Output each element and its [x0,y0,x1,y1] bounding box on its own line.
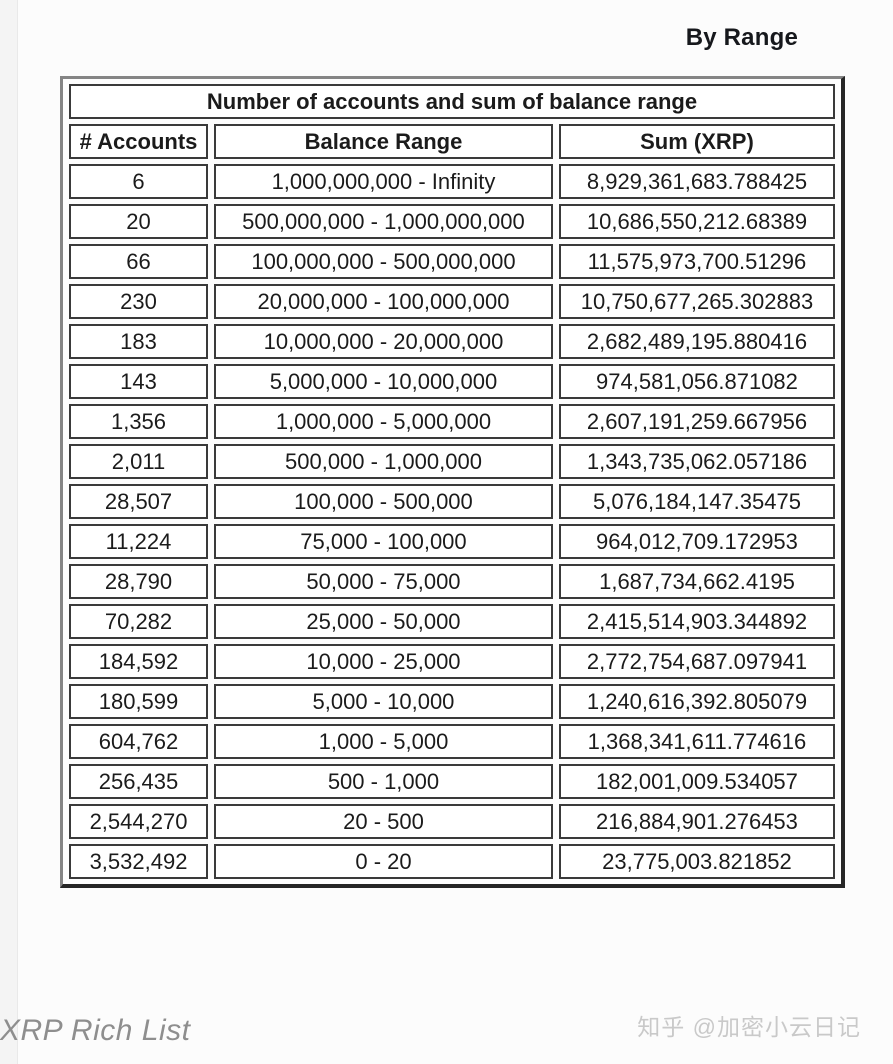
cell-accounts: 230 [69,284,209,319]
column-header-sum-xrp: Sum (XRP) [558,124,835,159]
table-row: 2,011 500,000 - 1,000,000 1,343,735,062.05… [69,444,835,479]
table-row: 143 5,000,000 - 10,000,000 974,581,056.871… [69,364,835,399]
cell-accounts: 6 [69,164,209,199]
cell-sum-xrp: 216,884,901.276453 [558,804,835,839]
cell-accounts: 2,544,270 [69,804,209,839]
cell-balance-range: 20,000,000 - 100,000,000 [214,284,553,319]
cell-balance-range: 5,000 - 10,000 [214,684,553,719]
table-title-row: Number of accounts and sum of balance ra… [69,84,835,119]
cell-accounts: 256,435 [69,764,209,799]
cell-sum-xrp: 2,772,754,687.097941 [558,644,835,679]
table-row: 28,790 50,000 - 75,000 1,687,734,662.4195 [69,564,835,599]
cell-accounts: 184,592 [69,644,209,679]
cell-sum-xrp: 964,012,709.172953 [558,524,835,559]
cell-sum-xrp: 10,686,550,212.68389 [558,204,835,239]
page-edge-strip [0,0,18,1064]
cell-balance-range: 500,000,000 - 1,000,000,000 [214,204,553,239]
table-row: 604,762 1,000 - 5,000 1,368,341,611.774616 [69,724,835,759]
table-row: 28,507 100,000 - 500,000 5,076,184,147.354… [69,484,835,519]
cell-balance-range: 10,000 - 25,000 [214,644,553,679]
cell-sum-xrp: 5,076,184,147.35475 [558,484,835,519]
cell-balance-range: 20 - 500 [214,804,553,839]
cell-balance-range: 25,000 - 50,000 [214,604,553,639]
accounts-balance-table: Number of accounts and sum of balance ra… [60,76,845,888]
table-row: 183 10,000,000 - 20,000,000 2,682,489,195.… [69,324,835,359]
cell-sum-xrp: 1,343,735,062.057186 [558,444,835,479]
cell-sum-xrp: 1,368,341,611.774616 [558,724,835,759]
footer-caption: XRP Rich List [0,1014,191,1047]
table-row: 66 100,000,000 - 500,000,000 11,575,973,70… [69,244,835,279]
table-row: 11,224 75,000 - 100,000 964,012,709.172953 [69,524,835,559]
cell-accounts: 66 [69,244,209,279]
table-row: 20 500,000,000 - 1,000,000,000 10,686,550,… [69,204,835,239]
cell-sum-xrp: 11,575,973,700.51296 [558,244,835,279]
cell-sum-xrp: 182,001,009.534057 [558,764,835,799]
cell-sum-xrp: 1,687,734,662.4195 [558,564,835,599]
table-row: 2,544,270 20 - 500 216,884,901.276453 [69,804,835,839]
cell-balance-range: 500,000 - 1,000,000 [214,444,553,479]
table-row: 180,599 5,000 - 10,000 1,240,616,392.80507… [69,684,835,719]
cell-accounts: 28,790 [69,564,209,599]
table-header-row: # Accounts Balance Range Sum (XRP) [69,124,835,159]
cell-sum-xrp: 974,581,056.871082 [558,364,835,399]
cell-balance-range: 10,000,000 - 20,000,000 [214,324,553,359]
cell-accounts: 28,507 [69,484,209,519]
cell-balance-range: 5,000,000 - 10,000,000 [214,364,553,399]
cell-sum-xrp: 10,750,677,265.302883 [558,284,835,319]
cell-balance-range: 1,000 - 5,000 [214,724,553,759]
table-body: 6 1,000,000,000 - Infinity 8,929,361,683.7… [69,164,835,879]
table-row: 184,592 10,000 - 25,000 2,772,754,687.0979… [69,644,835,679]
column-header-accounts: # Accounts [69,124,209,159]
cell-accounts: 3,532,492 [69,844,209,879]
cell-accounts: 11,224 [69,524,209,559]
cell-accounts: 183 [69,324,209,359]
cell-accounts: 604,762 [69,724,209,759]
cell-balance-range: 1,000,000 - 5,000,000 [214,404,553,439]
cell-balance-range: 75,000 - 100,000 [214,524,553,559]
watermark: 知乎 @加密小云日记 [637,1014,861,1040]
cell-balance-range: 0 - 20 [214,844,553,879]
cell-sum-xrp: 23,775,003.821852 [558,844,835,879]
column-header-balance-range: Balance Range [214,124,553,159]
table-row: 3,532,492 0 - 20 23,775,003.821852 [69,844,835,879]
cell-sum-xrp: 2,607,191,259.667956 [558,404,835,439]
cell-sum-xrp: 1,240,616,392.805079 [558,684,835,719]
cell-sum-xrp: 8,929,361,683.788425 [558,164,835,199]
cell-accounts: 180,599 [69,684,209,719]
by-range-label: By Range [685,24,798,51]
cell-balance-range: 50,000 - 75,000 [214,564,553,599]
table-title: Number of accounts and sum of balance ra… [69,84,835,119]
cell-accounts: 143 [69,364,209,399]
cell-balance-range: 500 - 1,000 [214,764,553,799]
table-row: 1,356 1,000,000 - 5,000,000 2,607,191,259.… [69,404,835,439]
cell-accounts: 1,356 [69,404,209,439]
table-row: 230 20,000,000 - 100,000,000 10,750,677,26… [69,284,835,319]
cell-balance-range: 100,000 - 500,000 [214,484,553,519]
table-row: 70,282 25,000 - 50,000 2,415,514,903.34489… [69,604,835,639]
table-row: 256,435 500 - 1,000 182,001,009.534057 [69,764,835,799]
cell-balance-range: 1,000,000,000 - Infinity [214,164,553,199]
cell-accounts: 2,011 [69,444,209,479]
cell-accounts: 70,282 [69,604,209,639]
cell-sum-xrp: 2,415,514,903.344892 [558,604,835,639]
cell-balance-range: 100,000,000 - 500,000,000 [214,244,553,279]
cell-accounts: 20 [69,204,209,239]
table-row: 6 1,000,000,000 - Infinity 8,929,361,683.7… [69,164,835,199]
cell-sum-xrp: 2,682,489,195.880416 [558,324,835,359]
